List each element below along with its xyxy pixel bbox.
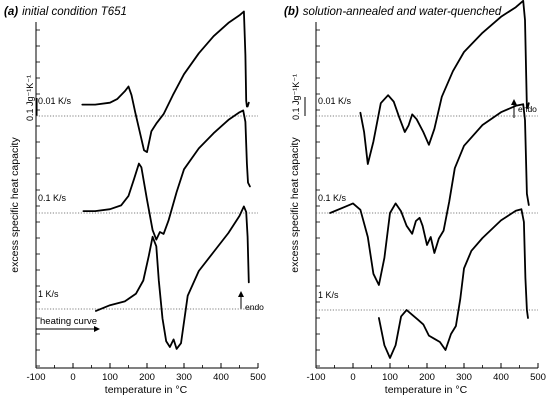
plot-layer: -100 0 100 200 300 400 500 0.01 K/s 0.1 K/s 1 K/s… xyxy=(26,0,546,383)
panel-b-y-axis-label: excess specific heat capacity xyxy=(289,137,301,273)
panel-a-heating-arrow-head xyxy=(94,326,100,332)
panel-a-series-label-0-01-k-s: 0.01 K/s xyxy=(38,96,72,106)
panel-b-series-label-1-k-s: 1 K/s xyxy=(318,290,339,300)
panel-a-series-label-1-k-s: 1 K/s xyxy=(38,289,59,299)
panel-b-x-tick-label: 100 xyxy=(382,372,398,383)
panel-b-series-label-0-1-k-s: 0.1 K/s xyxy=(318,193,347,203)
panel-b-endo-arrow-head xyxy=(511,99,517,105)
panel-a-x-tick-label: 100 xyxy=(102,372,118,383)
panel-a-tag: (a) xyxy=(4,6,18,18)
panel-b-curve-0-01-k-s xyxy=(359,0,530,165)
panel-a-title-text: initial condition T651 xyxy=(22,6,127,18)
panel-a-x-tick-label: 200 xyxy=(139,372,155,383)
panel-b-scale-bar-label: 0.1 Jg⁻¹K⁻¹ xyxy=(291,74,301,120)
panel-b-x-tick-label: 200 xyxy=(419,372,435,383)
panel-b-x-tick-label: 500 xyxy=(530,372,546,383)
panel-b-title: (b) solution-annealed and water-quenched xyxy=(284,6,502,18)
panel-a-title: (a) initial condition T651 xyxy=(4,6,127,18)
panel-a-x-tick-label: 400 xyxy=(213,372,229,383)
panel-b-title-text: solution-annealed and water-quenched xyxy=(303,6,502,18)
panel-a-x-axis-label: temperature in °C xyxy=(105,384,188,396)
panel-b-x-tick-label: 0 xyxy=(350,372,355,383)
panel-a-scale-bar-label: 0.1 Jg⁻¹K⁻¹ xyxy=(25,75,35,121)
panel-b-endo-label: endo xyxy=(518,104,537,114)
panel-a-series-label-0-1-k-s: 0.1 K/s xyxy=(38,193,67,203)
panel-b-x-axis-label: temperature in °C xyxy=(385,384,468,396)
panel-a-x-tick-label: 0 xyxy=(70,372,75,383)
panel-a-y-axis-label: excess specific heat capacity xyxy=(9,137,21,273)
panel-b-x-tick-label: -100 xyxy=(306,372,325,383)
panel-b-curve-0-1-k-s xyxy=(329,103,530,286)
panel-a-curve-0-01-k-s xyxy=(81,10,250,154)
panel-a-x-tick-label: 300 xyxy=(176,372,192,383)
panel-b-curve-1-k-s xyxy=(377,208,529,359)
panel-a-x-tick-label: -100 xyxy=(26,372,45,383)
panel-a-x-tick-label: 500 xyxy=(250,372,266,383)
panel-a-curve-1-k-s xyxy=(95,205,250,350)
panel-a-heating-curve-label: heating curve xyxy=(40,316,97,327)
panel-b-series-label-0-01-k-s: 0.01 K/s xyxy=(318,96,352,106)
panel-a-curve-0-1-k-s xyxy=(82,109,251,241)
panel-b-x-tick-label: 400 xyxy=(493,372,509,383)
panel-a-endo-label: endo xyxy=(245,302,264,312)
panel-b-x-tick-label: 300 xyxy=(456,372,472,383)
panel-a-endo-arrow-head xyxy=(238,291,244,297)
panel-b-tag: (b) xyxy=(284,6,299,18)
